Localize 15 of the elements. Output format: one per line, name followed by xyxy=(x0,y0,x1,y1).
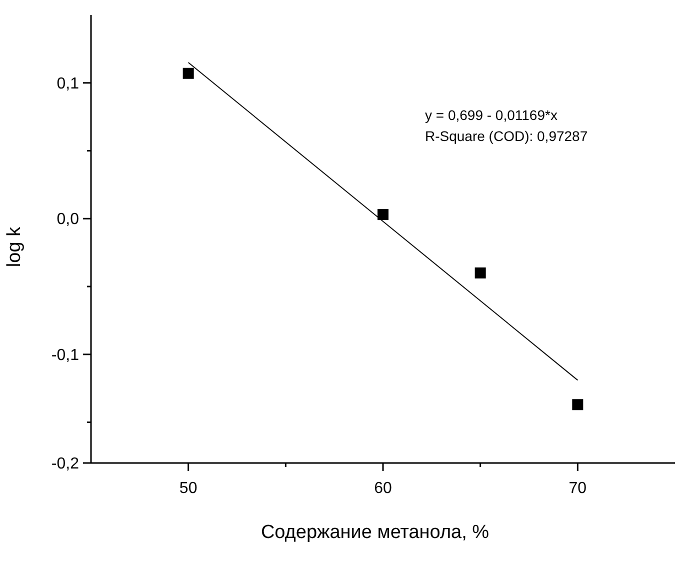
y-tick-label: -0,2 xyxy=(51,456,80,473)
annotation: R-Square (COD): 0,97287 xyxy=(425,128,588,144)
x-tick-label: 50 xyxy=(179,480,198,497)
x-tick-label: 60 xyxy=(374,480,392,497)
point xyxy=(572,399,584,410)
y-axis-title: log k xyxy=(4,226,25,268)
y-tick-label: 0,0 xyxy=(56,211,80,228)
point xyxy=(182,68,194,79)
point xyxy=(378,209,388,220)
point xyxy=(474,267,486,278)
y-tick-label: 0,1 xyxy=(56,75,80,92)
x-tick-label: 70 xyxy=(568,480,587,497)
x-axis-title: Содержание метанола, % xyxy=(260,522,490,543)
annotation: y = 0,699 - 0,01169*x xyxy=(425,107,558,123)
y-tick-label: -0,1 xyxy=(51,346,80,364)
